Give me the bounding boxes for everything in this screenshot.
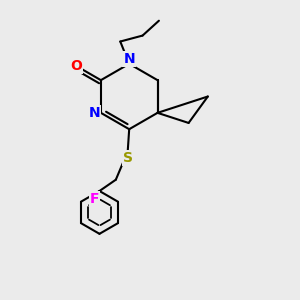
Text: O: O — [70, 59, 82, 73]
Text: N: N — [123, 52, 135, 66]
Text: F: F — [90, 192, 99, 206]
Text: S: S — [123, 151, 133, 165]
Text: N: N — [88, 106, 100, 120]
